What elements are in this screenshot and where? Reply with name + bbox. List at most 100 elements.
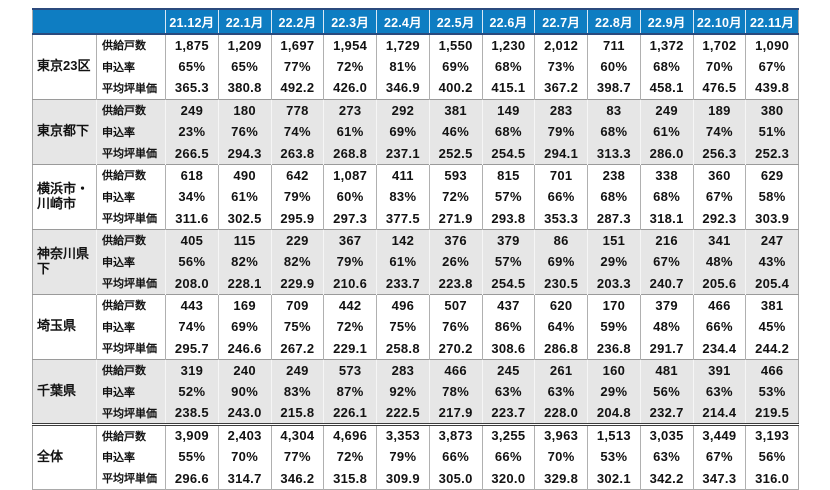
month-header: 22.2月	[270, 8, 324, 35]
table-cell: 60%	[587, 55, 641, 78]
table-cell: 66%	[481, 446, 535, 468]
metric-label: 平均坪単価	[96, 467, 166, 490]
region-label: 全体	[32, 424, 97, 490]
table-cell: 415.1	[481, 77, 535, 100]
table-cell: 458.1	[639, 77, 693, 100]
metric-label: 平均坪単価	[96, 77, 166, 100]
metric-label: 申込率	[96, 315, 166, 338]
table-cell: 76%	[217, 120, 271, 143]
table-cell: 593	[428, 164, 482, 186]
table-cell: 629	[745, 164, 799, 186]
table-cell: 1,209	[217, 34, 271, 56]
table-cell: 86%	[481, 315, 535, 338]
table-cell: 302.1	[587, 467, 641, 490]
table-cell: 443	[165, 294, 219, 316]
table-cell: 247	[745, 229, 799, 251]
table-cell: 297.3	[323, 207, 377, 230]
table-cell: 72%	[323, 55, 377, 78]
region-group: 神奈川県下 供給戸数 405 115 229 367 142 376 379 86 151 216 34…	[32, 229, 799, 295]
table-cell: 3,035	[639, 424, 693, 447]
table-cell: 205.6	[692, 272, 746, 295]
table-cell: 316.0	[745, 467, 799, 490]
table-cell: 53%	[745, 381, 799, 403]
table-cell: 466	[692, 294, 746, 316]
region-label: 東京都下	[32, 99, 97, 165]
month-header: 22.5月	[428, 8, 482, 35]
table-cell: 216	[639, 229, 693, 251]
table-cell: 73%	[534, 55, 588, 78]
monthly-region-table: 21.12月 22.1月 22.2月 22.3月 22.4月 22.5月 22.6月 22.7…	[32, 8, 799, 490]
table-cell: 496	[376, 294, 430, 316]
table-cell: 56%	[165, 250, 219, 273]
table-cell: 67%	[692, 185, 746, 208]
table-cell: 442	[323, 294, 377, 316]
table-cell: 1,090	[745, 34, 799, 56]
table-cell: 287.3	[587, 207, 641, 230]
table-cell: 64%	[534, 315, 588, 338]
table-row: 神奈川県下 供給戸数 405 115 229 367 142 376 379 86 151 216 34…	[32, 229, 799, 295]
metric-label: 申込率	[96, 55, 166, 78]
table-cell: 400.2	[428, 77, 482, 100]
table-cell: 249	[639, 99, 693, 121]
table-cell: 68%	[587, 185, 641, 208]
table-cell: 367.2	[534, 77, 588, 100]
table-cell: 77%	[270, 55, 324, 78]
table-cell: 1,702	[692, 34, 746, 56]
table-cell: 268.8	[323, 142, 377, 165]
table-cell: 291.7	[639, 337, 693, 360]
table-cell: 48%	[639, 315, 693, 338]
table-cell: 245	[481, 359, 535, 381]
table-cell: 379	[639, 294, 693, 316]
table-cell: 292.3	[692, 207, 746, 230]
month-header: 22.10月	[692, 8, 746, 35]
table-cell: 3,873	[428, 424, 482, 447]
table-cell: 302.5	[217, 207, 271, 230]
table-cell: 205.4	[745, 272, 799, 295]
table-cell: 169	[217, 294, 271, 316]
table-cell: 249	[270, 359, 324, 381]
metric-label: 供給戸数	[96, 229, 166, 251]
table-cell: 270.2	[428, 337, 482, 360]
table-cell: 303.9	[745, 207, 799, 230]
table-cell: 46%	[428, 120, 482, 143]
table-cell: 642	[270, 164, 324, 186]
region-group: 東京都下 供給戸数 249 180 778 273 292 381 149 283 83 249 189…	[32, 99, 799, 165]
table-cell: 254.5	[481, 272, 535, 295]
table-cell: 90%	[217, 381, 271, 403]
table-cell: 57%	[481, 250, 535, 273]
table-cell: 219.5	[745, 402, 799, 425]
metric-label: 申込率	[96, 185, 166, 208]
table-cell: 308.6	[481, 337, 535, 360]
table-cell: 79%	[376, 446, 430, 468]
table-cell: 286.0	[639, 142, 693, 165]
table-cell: 61%	[639, 120, 693, 143]
metric-label: 申込率	[96, 120, 166, 143]
table-cell: 79%	[534, 120, 588, 143]
table-cell: 234.4	[692, 337, 746, 360]
table-cell: 74%	[692, 120, 746, 143]
table-cell: 267.2	[270, 337, 324, 360]
table-cell: 237.1	[376, 142, 430, 165]
table-cell: 249	[165, 99, 219, 121]
table-cell: 26%	[428, 250, 482, 273]
table-cell: 295.7	[165, 337, 219, 360]
table-row: 東京都下 供給戸数 249 180 778 273 292 381 149 283 83 249 189…	[32, 99, 799, 165]
table-cell: 233.7	[376, 272, 430, 295]
table-cell: 82%	[217, 250, 271, 273]
table-row: 全体 供給戸数 3,909 2,403 4,304 4,696 3,353 3,873 3,25…	[32, 424, 799, 490]
table-cell: 4,304	[270, 424, 324, 447]
metric-label: 申込率	[96, 250, 166, 273]
table-cell: 313.3	[587, 142, 641, 165]
table-cell: 149	[481, 99, 535, 121]
table-cell: 53%	[587, 446, 641, 468]
table-row: 申込率 55% 70% 77% 72% 79% 66% 66% 70% 53% 63% 67% 56%	[33, 446, 799, 468]
table-cell: 3,963	[534, 424, 588, 447]
table-cell: 43%	[745, 250, 799, 273]
table-cell: 57%	[481, 185, 535, 208]
table-cell: 318.1	[639, 207, 693, 230]
table-cell: 292	[376, 99, 430, 121]
table-cell: 380.8	[217, 77, 271, 100]
table-cell: 228.0	[534, 402, 588, 425]
table-row: 平均坪単価 238.5 243.0 215.8 226.1 222.5 217.9 223.7…	[33, 402, 799, 425]
